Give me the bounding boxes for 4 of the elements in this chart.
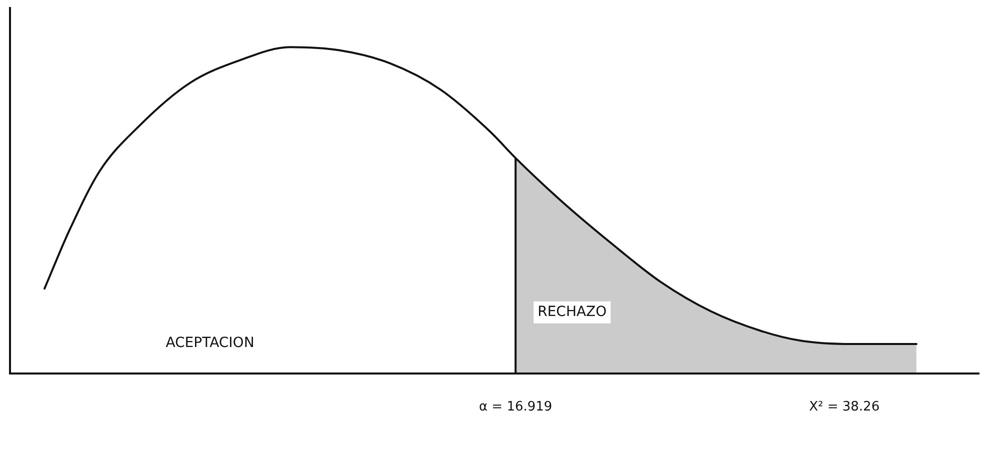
- band-label: RECHAZO: [538, 304, 607, 320]
- x-tick-label: X² = 38.26: [809, 400, 880, 415]
- annotation: ACEPTACION: [166, 335, 254, 352]
- x-tick-label: α = 16.919: [478, 400, 552, 415]
